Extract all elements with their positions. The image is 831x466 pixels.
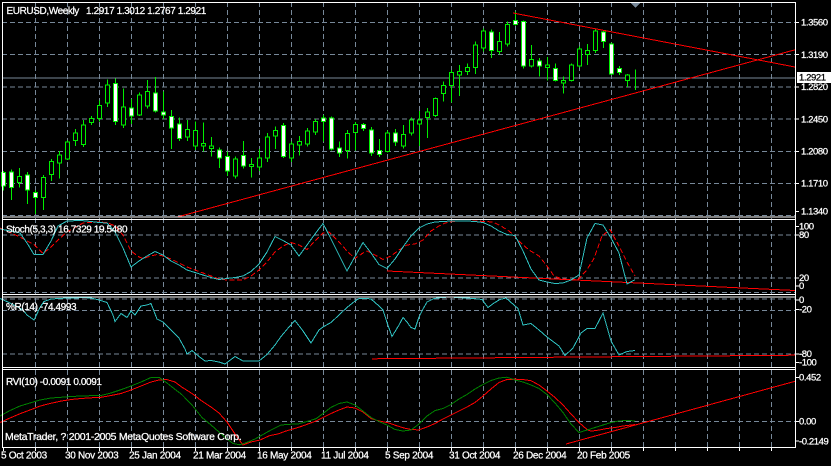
svg-text:16 May 2004: 16 May 2004: [257, 451, 312, 462]
svg-text:0: 0: [799, 281, 804, 292]
svg-text:-20: -20: [799, 305, 812, 316]
svg-text:0.452: 0.452: [799, 373, 821, 384]
svg-text:1.2450: 1.2450: [801, 114, 828, 125]
svg-text:25 Jan 2004: 25 Jan 2004: [129, 451, 181, 462]
svg-text:20 Feb 2005: 20 Feb 2005: [577, 451, 631, 462]
svg-text:Stoch(5,3,3) 16.7329 19.5480: Stoch(5,3,3) 16.7329 19.5480: [6, 225, 128, 236]
svg-text:-100: -100: [799, 358, 817, 369]
svg-text:1.2820: 1.2820: [801, 82, 828, 93]
svg-text:1.1340: 1.1340: [801, 207, 828, 218]
svg-text:1.2080: 1.2080: [801, 147, 828, 158]
svg-text:5 Sep 2004: 5 Sep 2004: [385, 451, 434, 462]
svg-text:RVI(10) -0.0091 0.0091: RVI(10) -0.0091 0.0091: [6, 377, 102, 388]
svg-text:21 Mar 2004: 21 Mar 2004: [193, 451, 247, 462]
svg-text:EURUSD,Weekly 1.2917 1.3012: EURUSD,Weekly 1.2917 1.3012 1.2767 1.292…: [7, 6, 207, 17]
svg-text:MetaTrader, ? 2001-2005 MetaQu: MetaTrader, ? 2001-2005 MetaQuotes Softw…: [5, 431, 241, 443]
svg-text:1.3560: 1.3560: [801, 18, 828, 29]
svg-text:0.00: 0.00: [799, 417, 816, 428]
svg-text:11 Jul 2004: 11 Jul 2004: [321, 451, 369, 462]
svg-text:100: 100: [799, 222, 814, 233]
svg-text:%R(14) -74.4993: %R(14) -74.4993: [6, 302, 77, 313]
svg-text:0: 0: [799, 295, 804, 306]
svg-text:26 Dec 2004: 26 Dec 2004: [513, 451, 567, 462]
svg-text:1.3190: 1.3190: [801, 50, 828, 61]
svg-text:20: 20: [799, 273, 809, 284]
svg-text:-80: -80: [799, 349, 812, 360]
svg-text:1.1710: 1.1710: [801, 179, 828, 190]
svg-text:31 Oct 2004: 31 Oct 2004: [449, 451, 501, 462]
svg-text:1.2921: 1.2921: [799, 73, 826, 84]
svg-text:80: 80: [799, 230, 809, 241]
svg-text:30 Nov 2003: 30 Nov 2003: [65, 451, 119, 462]
svg-text:-0.2149: -0.2149: [799, 436, 829, 447]
svg-text:5 Oct 2003: 5 Oct 2003: [1, 451, 48, 462]
